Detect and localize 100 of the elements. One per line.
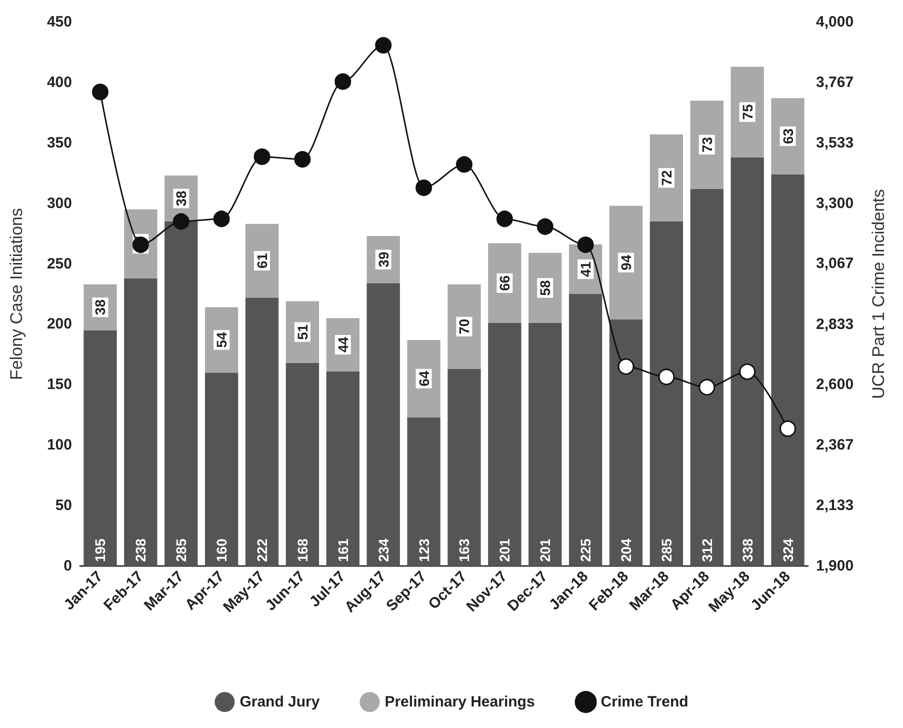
data-label: 123 [416, 538, 432, 562]
y2-tick-label: 2,367 [816, 436, 854, 454]
data-label: 70 [456, 318, 472, 334]
y-tick-label: 50 [55, 497, 72, 514]
point [92, 84, 108, 100]
bar [528, 252, 562, 324]
point [132, 236, 149, 254]
point [456, 156, 472, 173]
y-axis-title: Felony Case Initiations [7, 208, 26, 380]
bar [690, 100, 724, 189]
y-tick-label: 150 [46, 376, 72, 394]
bar [650, 221, 684, 566]
data-label: 54 [214, 332, 230, 348]
bar [448, 368, 481, 566]
data-label: 66 [496, 275, 513, 291]
legend-label: Grand Jury [240, 694, 320, 710]
data-label: 51 [294, 324, 310, 340]
data-label: 58 [537, 280, 554, 296]
y-tick-label: 350 [46, 134, 72, 152]
bar [407, 417, 440, 566]
y-tick-label: 0 [64, 558, 72, 574]
data-label: 324 [780, 538, 796, 562]
data-label: 238 [132, 538, 149, 562]
y-tick-label: 400 [46, 74, 72, 91]
data-label: 41 [578, 261, 594, 278]
point [172, 213, 190, 230]
bar [286, 362, 320, 566]
bar [609, 206, 643, 320]
y2-tick-label: 3,533 [816, 134, 854, 152]
data-label: 94 [618, 254, 634, 270]
legend-label: Preliminary Hearings [384, 694, 535, 710]
y2-tick-label: 4,000 [816, 14, 854, 30]
point [213, 210, 230, 228]
point [658, 368, 675, 386]
data-label: 63 [780, 128, 796, 144]
data-label: 168 [294, 538, 310, 562]
bar [771, 174, 804, 566]
legend-label: Crime Trend [600, 694, 688, 710]
y-tick-label: 250 [46, 255, 72, 272]
y-tick-label: 300 [46, 194, 72, 212]
data-label: 44 [334, 336, 351, 353]
data-label: 38 [173, 190, 190, 206]
point [536, 218, 554, 235]
data-label: 160 [214, 538, 230, 562]
data-label: 195 [92, 538, 108, 562]
bar [366, 283, 400, 566]
data-label: 64 [416, 370, 432, 386]
point [739, 363, 756, 380]
y2-axis-title: UCR Part 1 Crime Incidents [869, 189, 888, 399]
point [618, 358, 634, 375]
point [294, 151, 311, 168]
point [577, 236, 594, 254]
data-label: 61 [254, 252, 270, 269]
data-label: 225 [578, 538, 594, 562]
bar [245, 298, 279, 566]
point [780, 420, 796, 437]
y2-tick-label: 3,067 [816, 255, 854, 272]
y-tick-label: 200 [46, 316, 72, 333]
y2-tick-label: 1,900 [816, 558, 854, 574]
bar [730, 157, 764, 566]
y2-tick-label: 3,300 [816, 194, 854, 212]
y-tick-label: 100 [46, 436, 72, 454]
bar [568, 294, 602, 566]
data-label: 201 [496, 538, 513, 562]
bar [650, 134, 684, 222]
bar [488, 323, 522, 566]
data-label: 73 [698, 136, 715, 152]
point [254, 148, 270, 165]
bar [730, 66, 764, 158]
point [375, 37, 392, 54]
data-label: 72 [658, 170, 674, 186]
data-label: 222 [254, 538, 270, 562]
bar [326, 371, 360, 566]
bar [124, 278, 158, 566]
y-tick-label: 450 [46, 14, 72, 30]
data-label: 39 [375, 252, 392, 268]
point [496, 210, 513, 228]
data-label: 285 [173, 538, 190, 562]
bar [690, 188, 724, 566]
bar [164, 221, 198, 566]
data-label: 204 [618, 538, 634, 562]
bar [771, 98, 804, 174]
data-label: 163 [456, 538, 472, 562]
bar [609, 319, 643, 566]
bar [204, 372, 238, 566]
data-label: 312 [698, 538, 715, 562]
data-label: 75 [739, 104, 756, 120]
bar [528, 323, 562, 566]
data-label: 285 [658, 538, 674, 562]
data-label: 161 [334, 538, 351, 562]
y2-tick-label: 2,600 [816, 376, 854, 394]
bar [245, 224, 279, 298]
data-label: 338 [739, 538, 756, 562]
y2-tick-label: 2,833 [816, 316, 854, 333]
point [698, 379, 716, 396]
point [416, 180, 432, 196]
bar [448, 284, 481, 369]
data-label: 38 [92, 299, 108, 316]
bar [84, 330, 117, 566]
y2-tick-label: 2,133 [816, 497, 854, 514]
